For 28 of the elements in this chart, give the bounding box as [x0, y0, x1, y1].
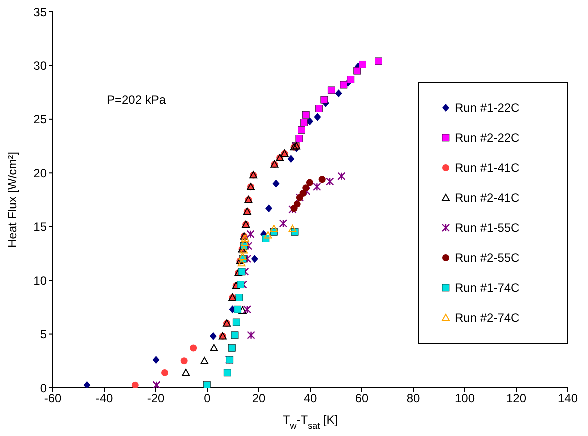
y-tick-label: 15	[34, 220, 48, 234]
x-tick-label: 0	[204, 392, 212, 406]
x-tick-label: 140	[558, 392, 578, 406]
legend-label: Run #2-41C	[455, 191, 520, 205]
legend-label: Run #1-22C	[455, 101, 520, 115]
legend-label: Run #1-74C	[455, 281, 520, 295]
y-tick-label: 35	[34, 5, 48, 20]
y-axis-title: Heat Flux [W/cm²]	[5, 152, 20, 248]
x-tick-label: 20	[252, 392, 266, 406]
x-tick-label: 40	[304, 392, 318, 406]
x-axis-title: T$_{w}$-T$_{sat}$ [K]	[282, 413, 338, 431]
x-tick-label: 60	[355, 392, 369, 406]
x-tick-label: -40	[96, 392, 114, 406]
y-tick-label: 20	[34, 166, 48, 180]
legend-label: Run #1-41C	[455, 161, 520, 175]
annotation: P=202 kPa	[107, 93, 166, 107]
legend-label: Run #2-55C	[455, 251, 520, 265]
legend-label: Run #2-74C	[455, 311, 520, 325]
legend-label: Run #1-55C	[455, 221, 520, 235]
x-tick-label: -20	[147, 392, 165, 406]
legend-label: Run #2-22C	[455, 131, 520, 145]
y-tick-label: 10	[34, 274, 48, 288]
x-tick-label: 100	[454, 392, 476, 406]
x-tick-label: 120	[506, 392, 527, 406]
y-tick-label: 5	[40, 328, 48, 342]
x-tick-label: 80	[406, 392, 420, 406]
y-tick-label: 30	[34, 58, 48, 73]
y-tick-label: 25	[34, 112, 48, 127]
